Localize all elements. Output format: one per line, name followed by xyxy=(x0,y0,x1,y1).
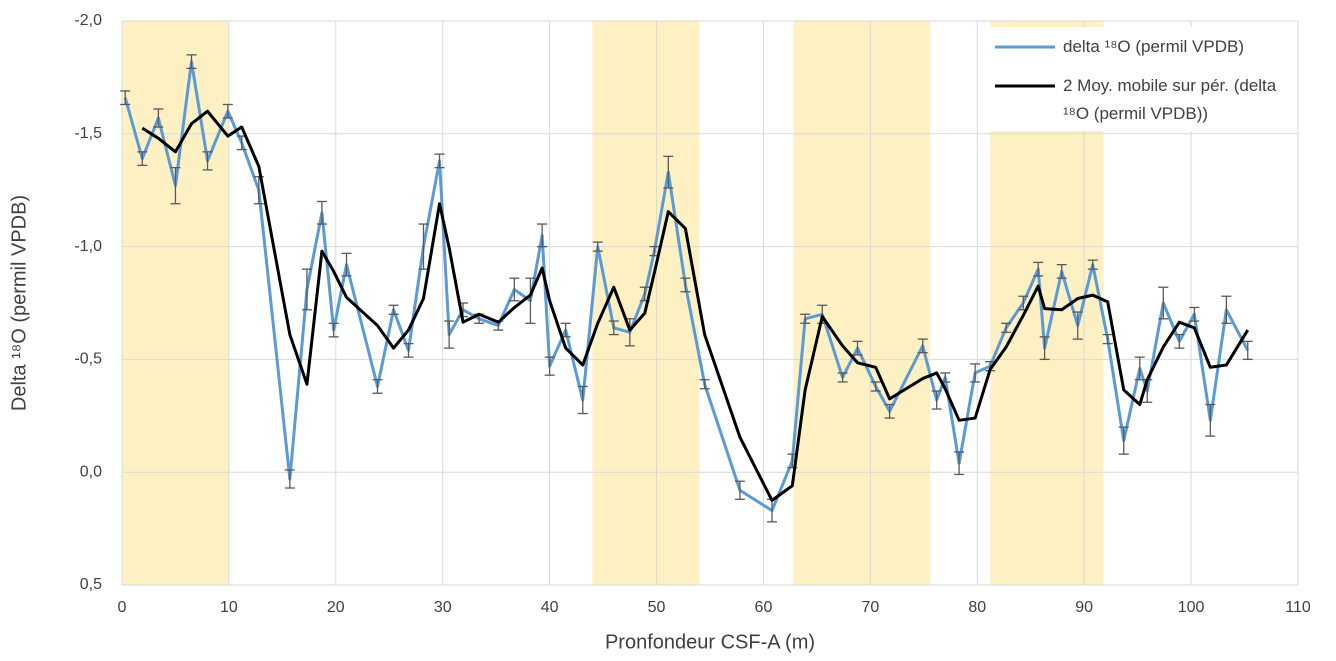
error-bar xyxy=(917,338,928,354)
error-bar xyxy=(1221,295,1232,324)
y-tick-label: -2,0 xyxy=(74,12,102,29)
error-bar xyxy=(1102,333,1113,345)
error-bar xyxy=(434,153,445,169)
error-bar xyxy=(837,372,848,383)
x-tick-label: 100 xyxy=(1178,599,1205,616)
error-bar xyxy=(372,379,383,394)
error-bar xyxy=(444,320,455,349)
error-bar xyxy=(328,322,339,338)
legend-label: 2 Moy. mobile sur pér. (delta ¹⁸O (permi… xyxy=(1063,76,1277,123)
x-tick-label: 10 xyxy=(220,599,238,616)
error-bar xyxy=(734,480,745,500)
x-tick-label: 110 xyxy=(1285,599,1311,616)
error-bar xyxy=(544,356,555,376)
error-bar xyxy=(170,166,181,205)
legend-label: delta ¹⁸O (permil VPDB) xyxy=(1063,37,1244,56)
error-bar xyxy=(800,313,811,324)
error-bar xyxy=(137,151,148,167)
highlight-band xyxy=(122,21,229,585)
error-bar xyxy=(577,385,588,415)
x-tick-label: 80 xyxy=(968,599,986,616)
error-bar xyxy=(680,277,691,293)
error-bar xyxy=(525,277,536,324)
error-bar xyxy=(1242,340,1253,361)
x-tick-label: 40 xyxy=(541,599,559,616)
legend-entry: 2 Moy. mobile sur pér. (delta ¹⁸O (permi… xyxy=(1063,76,1277,123)
error-bar xyxy=(537,223,548,248)
error-bar xyxy=(931,390,942,410)
x-tick-label: 90 xyxy=(1075,599,1093,616)
error-bar xyxy=(852,340,863,356)
y-tick-label: -1,5 xyxy=(74,125,102,142)
y-tick-label: -1,0 xyxy=(74,238,102,255)
error-bar xyxy=(418,223,429,270)
error-bar xyxy=(403,342,414,358)
error-bar xyxy=(388,304,399,315)
legend: delta ¹⁸O (permil VPDB) 2 Moy. mobile sur… xyxy=(980,27,1292,131)
error-bar xyxy=(699,379,710,390)
error-bar xyxy=(608,320,619,336)
error-bar xyxy=(1072,311,1083,340)
error-bar xyxy=(1039,336,1050,361)
x-tick-label: 0 xyxy=(118,599,127,616)
error-bar xyxy=(222,103,233,119)
legend-box xyxy=(980,27,1292,131)
legend-entry: delta ¹⁸O (permil VPDB) xyxy=(1063,37,1244,56)
x-axis-title: Pronfondeur CSF-A (m) xyxy=(605,631,815,653)
error-bar xyxy=(1087,259,1098,270)
error-bar xyxy=(301,268,312,311)
series-line xyxy=(141,109,1250,502)
error-bar xyxy=(1205,403,1216,437)
error-bar xyxy=(1189,306,1200,322)
error-bar xyxy=(509,277,520,302)
x-tick-label: 70 xyxy=(861,599,879,616)
error-bar xyxy=(1158,286,1169,320)
x-tick-label: 20 xyxy=(327,599,345,616)
y-tick-label: 0,0 xyxy=(80,463,102,480)
y-tick-label: 0,5 xyxy=(80,576,102,593)
error-bar xyxy=(153,108,164,128)
y-tick-label: -0,5 xyxy=(74,351,102,368)
x-tick-label: 30 xyxy=(434,599,452,616)
error-bar xyxy=(970,363,981,383)
error-bar xyxy=(1118,426,1129,455)
error-bar xyxy=(120,90,131,106)
error-bar xyxy=(284,469,295,489)
error-bar xyxy=(1033,261,1044,277)
error-bar xyxy=(316,200,327,225)
error-bar xyxy=(1056,263,1067,279)
y-axis-title: Delta ¹⁸O (permil VPDB) xyxy=(8,195,30,411)
error-bar xyxy=(954,451,965,476)
x-tick-label: 50 xyxy=(648,599,666,616)
error-bar xyxy=(592,241,603,252)
error-bar xyxy=(341,252,352,277)
error-bar xyxy=(186,54,197,70)
error-bar xyxy=(1001,322,1012,333)
error-bar xyxy=(663,155,674,189)
highlight-band xyxy=(793,21,931,585)
error-bar xyxy=(1174,333,1185,349)
error-bar xyxy=(202,151,213,171)
x-tick-label: 60 xyxy=(755,599,773,616)
error-bar xyxy=(884,403,895,419)
error-bar xyxy=(870,381,881,392)
